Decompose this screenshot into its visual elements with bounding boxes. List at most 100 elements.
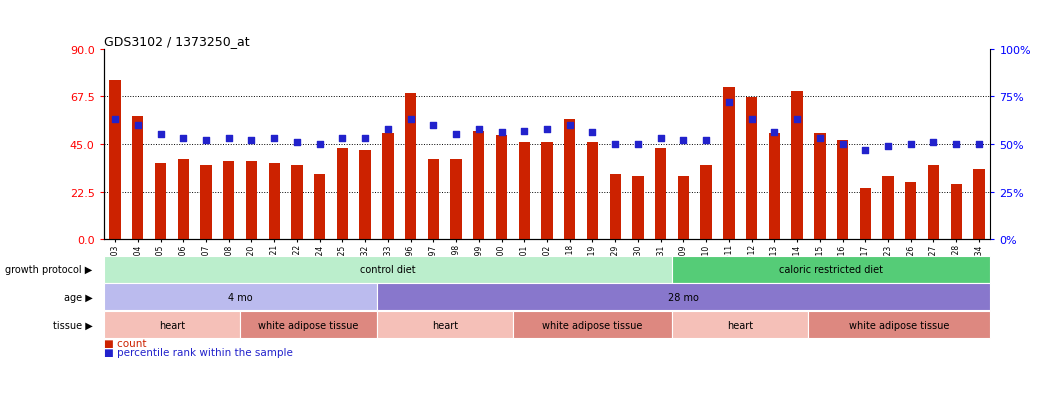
FancyBboxPatch shape	[672, 311, 809, 338]
Bar	[427, 159, 439, 240]
Point	[539, 126, 556, 133]
FancyBboxPatch shape	[376, 311, 513, 338]
Point	[675, 138, 692, 144]
Point	[494, 130, 510, 136]
FancyBboxPatch shape	[376, 284, 990, 311]
FancyBboxPatch shape	[104, 311, 241, 338]
Bar	[974, 170, 985, 240]
Bar	[951, 185, 962, 240]
Bar	[587, 142, 598, 240]
Point	[857, 147, 873, 154]
Point	[879, 143, 896, 150]
Text: 4 mo: 4 mo	[228, 292, 252, 302]
Point	[948, 141, 964, 148]
Bar	[200, 166, 212, 240]
Bar	[837, 140, 848, 240]
Bar	[678, 176, 690, 240]
Bar	[337, 149, 348, 240]
Point	[902, 141, 919, 148]
Bar	[564, 119, 576, 240]
Bar	[473, 132, 484, 240]
Bar	[655, 149, 667, 240]
Text: white adipose tissue: white adipose tissue	[849, 320, 950, 330]
Bar	[291, 166, 303, 240]
Point	[834, 141, 850, 148]
Text: caloric restricted diet: caloric restricted diet	[779, 264, 884, 275]
Text: heart: heart	[431, 320, 457, 330]
Point	[721, 100, 737, 106]
Bar	[791, 92, 803, 240]
Text: 28 mo: 28 mo	[668, 292, 699, 302]
Bar	[496, 136, 507, 240]
Point	[130, 122, 146, 129]
FancyBboxPatch shape	[104, 284, 376, 311]
Text: ■ count: ■ count	[104, 339, 146, 349]
Bar	[746, 98, 757, 240]
FancyBboxPatch shape	[241, 311, 376, 338]
Text: white adipose tissue: white adipose tissue	[258, 320, 359, 330]
Point	[471, 126, 487, 133]
Bar	[223, 161, 234, 240]
Point	[288, 139, 305, 146]
Point	[175, 135, 192, 142]
Point	[448, 132, 465, 138]
Bar	[633, 176, 644, 240]
Bar	[383, 134, 394, 240]
Bar	[177, 159, 189, 240]
Point	[789, 116, 806, 123]
Point	[221, 135, 237, 142]
Point	[652, 135, 669, 142]
Bar	[700, 166, 711, 240]
Point	[698, 138, 714, 144]
Point	[561, 122, 578, 129]
Bar	[905, 183, 917, 240]
Bar	[314, 174, 326, 240]
Bar	[541, 142, 553, 240]
FancyBboxPatch shape	[672, 256, 990, 283]
Bar	[928, 166, 940, 240]
Point	[516, 128, 533, 135]
Point	[812, 135, 829, 142]
Bar	[132, 117, 143, 240]
Bar	[360, 151, 371, 240]
FancyBboxPatch shape	[513, 311, 672, 338]
Bar	[610, 174, 621, 240]
Text: control diet: control diet	[360, 264, 416, 275]
Point	[425, 122, 442, 129]
Point	[243, 138, 259, 144]
Bar	[518, 142, 530, 240]
Point	[357, 135, 373, 142]
Point	[402, 116, 419, 123]
Bar	[246, 161, 257, 240]
Point	[380, 126, 396, 133]
Point	[198, 138, 215, 144]
Bar	[860, 189, 871, 240]
Bar	[404, 94, 416, 240]
Text: growth protocol ▶: growth protocol ▶	[5, 264, 92, 275]
Point	[744, 116, 760, 123]
Point	[152, 132, 169, 138]
Point	[925, 139, 942, 146]
Text: age ▶: age ▶	[63, 292, 92, 302]
Bar	[882, 176, 894, 240]
Point	[629, 141, 646, 148]
Point	[107, 116, 123, 123]
Bar	[768, 134, 780, 240]
Point	[607, 141, 623, 148]
Text: heart: heart	[159, 320, 185, 330]
Point	[584, 130, 600, 136]
Point	[265, 135, 282, 142]
Text: GDS3102 / 1373250_at: GDS3102 / 1373250_at	[104, 36, 249, 48]
Bar	[723, 88, 734, 240]
Bar	[269, 164, 280, 240]
Text: ■ percentile rank within the sample: ■ percentile rank within the sample	[104, 347, 292, 357]
Text: heart: heart	[727, 320, 753, 330]
Text: tissue ▶: tissue ▶	[53, 320, 92, 330]
Point	[971, 141, 987, 148]
FancyBboxPatch shape	[104, 256, 672, 283]
FancyBboxPatch shape	[809, 311, 990, 338]
Point	[334, 135, 351, 142]
Bar	[450, 159, 461, 240]
Point	[766, 130, 783, 136]
Bar	[155, 164, 166, 240]
